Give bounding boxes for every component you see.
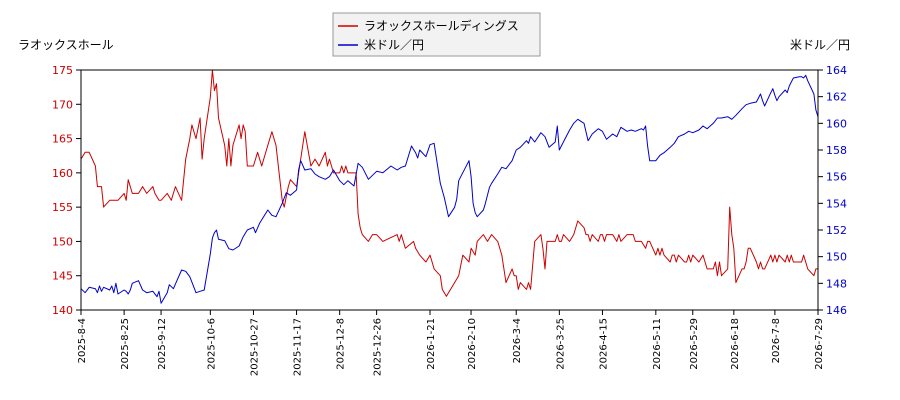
series-line-laox: [80, 69, 818, 297]
x-tick-label: 2025-12-8: [336, 318, 347, 370]
x-tick-label: 2026-7-29: [814, 318, 825, 370]
right-tick-label: 164: [826, 64, 847, 77]
right-tick-label: 154: [826, 197, 847, 210]
x-tick-label: 2026-3-25: [555, 318, 566, 370]
x-tick-label: 2026-7-8: [771, 318, 782, 363]
x-tick-label: 2025-9-12: [157, 318, 168, 370]
legend-label-usdjpy: 米ドル／円: [364, 38, 424, 52]
right-tick-label: 148: [826, 277, 847, 290]
x-tick-label: 2026-5-11: [652, 318, 663, 370]
x-tick-label: 2026-3-4: [512, 318, 523, 363]
x-tick-label: 2026-6-18: [730, 318, 741, 370]
x-tick-label: 2025-12-26: [373, 318, 384, 376]
left-tick-label: 175: [52, 64, 73, 77]
right-tick-label: 146: [826, 304, 847, 317]
left-axis-title: ラオックスホール: [18, 38, 114, 52]
right-axis-ticks: 146 148 150 152 154 156 158 160 162 164: [818, 64, 847, 317]
x-axis-ticks: 2025-8-4 2025-8-25 2025-9-12 2025-10-6 2025-…: [77, 310, 825, 376]
plot-frame: [80, 69, 819, 311]
right-tick-label: 160: [826, 117, 847, 130]
right-tick-label: 150: [826, 251, 847, 264]
left-tick-label: 150: [52, 235, 73, 248]
x-tick-label: 2026-5-29: [689, 318, 700, 370]
x-tick-label: 2025-10-27: [249, 318, 260, 376]
right-axis-title: 米ドル／円: [790, 38, 850, 52]
legend-box: [332, 12, 541, 57]
x-tick-label: 2026-1-21: [426, 318, 437, 370]
series-line-usdjpy: [80, 74, 819, 304]
left-tick-label: 160: [52, 167, 73, 180]
series-layer: [80, 69, 819, 304]
x-tick-label: 2025-8-25: [120, 318, 131, 370]
x-tick-label: 2025-10-6: [206, 318, 217, 370]
left-tick-label: 170: [52, 98, 73, 111]
left-axis-ticks: 140 145 150 155 160 165 170 175: [52, 64, 81, 317]
right-tick-label: 152: [826, 224, 847, 237]
left-tick-label: 155: [52, 201, 73, 214]
x-tick-label: 2025-8-4: [77, 318, 88, 363]
left-tick-label: 145: [52, 270, 73, 283]
x-tick-label: 2026-2-10: [467, 318, 478, 370]
left-tick-label: 140: [52, 304, 73, 317]
legend: ラオックスホールディングス 米ドル／円: [332, 12, 541, 57]
x-tick-label: 2026-4-15: [598, 318, 609, 370]
right-tick-label: 156: [826, 171, 847, 184]
right-tick-label: 158: [826, 144, 847, 157]
legend-label-laox: ラオックスホールディングス: [364, 18, 519, 33]
x-tick-label: 2025-11-17: [293, 318, 304, 376]
right-tick-label: 162: [826, 91, 847, 104]
left-tick-label: 165: [52, 133, 73, 146]
